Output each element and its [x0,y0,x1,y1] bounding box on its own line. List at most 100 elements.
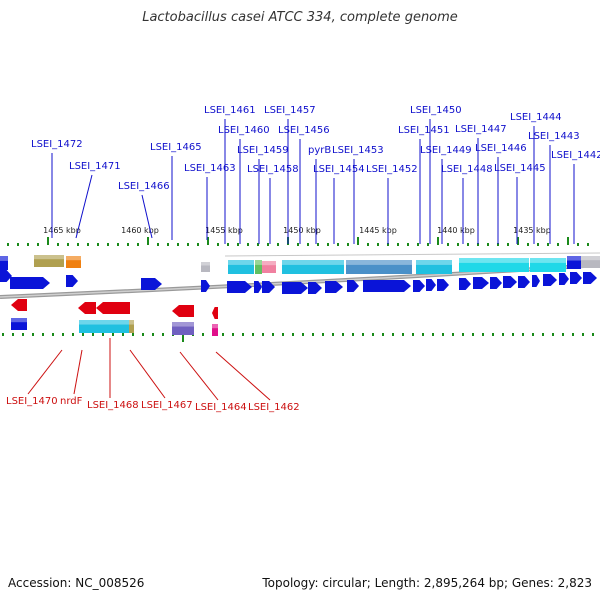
gene-label-lsei_1466: LSEI_1466 [118,181,170,192]
scale-tick [87,243,89,246]
forward-gene [262,281,275,293]
scale-tick [512,333,514,336]
gene-label-lsei_1461: LSEI_1461 [204,105,256,116]
forward-gene [559,273,569,285]
scale-tick [542,333,544,336]
gene-label-lsei_1462: LSEI_1462 [248,402,300,413]
scale-tick [397,243,399,246]
scale-tick [47,237,49,245]
scale-tick [427,243,429,246]
feature-blue [567,256,581,269]
scale-tick [12,333,14,336]
gene-label-lsei_1464-leader [179,351,219,401]
reverse-gene [96,302,130,314]
gene-label-lsei_1463: LSEI_1463 [184,163,236,174]
scale-label: 1455 kbp [205,226,243,235]
scale-tick [77,243,79,246]
feature-pink-shine [262,261,276,266]
scale-tick [537,243,539,246]
scale-tick [432,333,434,336]
scale-tick [182,333,184,342]
feature-orange [66,256,81,268]
scale-tick [552,333,554,336]
gene-label-lsei_1458: LSEI_1458 [247,164,299,175]
gene-label-lsei_1472: LSEI_1472 [31,139,83,150]
scale-label: 1435 kbp [513,226,551,235]
scale-tick [272,333,274,336]
scale-tick [332,333,334,336]
gene-label-lsei_1467-leader [129,349,166,399]
gene-label-lsei_1457: LSEI_1457 [264,105,316,116]
scale-tick [142,333,144,336]
scale-tick [257,243,259,246]
forward-gene [503,276,517,288]
feature-cyan-shine [530,258,566,263]
feature-olive [34,255,64,267]
feature-blue [0,256,8,270]
scale-tick [322,333,324,336]
scale-tick [347,243,349,246]
scale-tick [17,243,19,246]
scale-tick [317,243,319,246]
feature-cyan-shine [459,258,529,263]
feature-cyan [228,260,254,274]
scale-tick [407,243,409,246]
feature-cyan-shine [416,260,452,265]
scale-tick [442,333,444,336]
scale-tick [242,333,244,336]
scale-tick [277,243,279,246]
gene-label-lsei_1447: LSEI_1447 [455,124,507,135]
feature-green [255,260,262,274]
forward-gene [473,277,489,289]
scale-tick [52,333,54,336]
scale-tick [57,243,59,246]
feature-cyan-shine [79,320,129,325]
scale-tick [122,333,124,336]
scale-tick [177,243,179,246]
scale-tick [437,237,439,245]
forward-gene [347,280,359,292]
scale-tick [517,237,519,245]
gene-label-lsei_1471: LSEI_1471 [69,161,121,172]
feature-gray-shine [581,256,600,261]
forward-gene [518,276,530,288]
scale-tick [147,237,149,245]
scale-tick [547,243,549,246]
scale-tick [382,333,384,336]
forward-gene [543,274,557,286]
gene-label-lsei_1456: LSEI_1456 [278,125,330,136]
feature-cyan [416,260,452,274]
scale-tick [587,243,589,246]
gene-label-lsei_1448: LSEI_1448 [441,164,493,175]
scale-tick [467,243,469,246]
feature-cyan [459,258,529,272]
gene-label-lsei_1445: LSEI_1445 [494,163,546,174]
scale-tick [477,243,479,246]
scale-tick [357,237,359,245]
scale-tick [422,333,424,336]
scale-tick [247,243,249,246]
scale-tick [487,243,489,246]
scale-tick [372,333,374,336]
scale-tick [207,237,209,245]
gene-label-lsei_1459: LSEI_1459 [237,145,289,156]
scale-tick [417,243,419,246]
scale-tick [342,333,344,336]
gene-label-lsei_1471-leader [75,174,93,239]
feature-cyan-shine [282,260,344,265]
scale-tick [557,243,559,246]
feature-gray [581,256,600,268]
scale-tick [197,243,199,246]
scale-tick [132,333,134,336]
reverse-gene [212,307,218,319]
genome-title: Lactobacillus casei ATCC 334, complete g… [142,10,458,25]
reverse-gene [11,299,27,311]
scale-tick [292,333,294,336]
scale-tick [237,243,239,246]
scale-tick [457,243,459,246]
scale-tick [222,333,224,336]
scale-tick [562,333,564,336]
scale-tick [67,243,69,246]
scale-tick [497,243,499,246]
